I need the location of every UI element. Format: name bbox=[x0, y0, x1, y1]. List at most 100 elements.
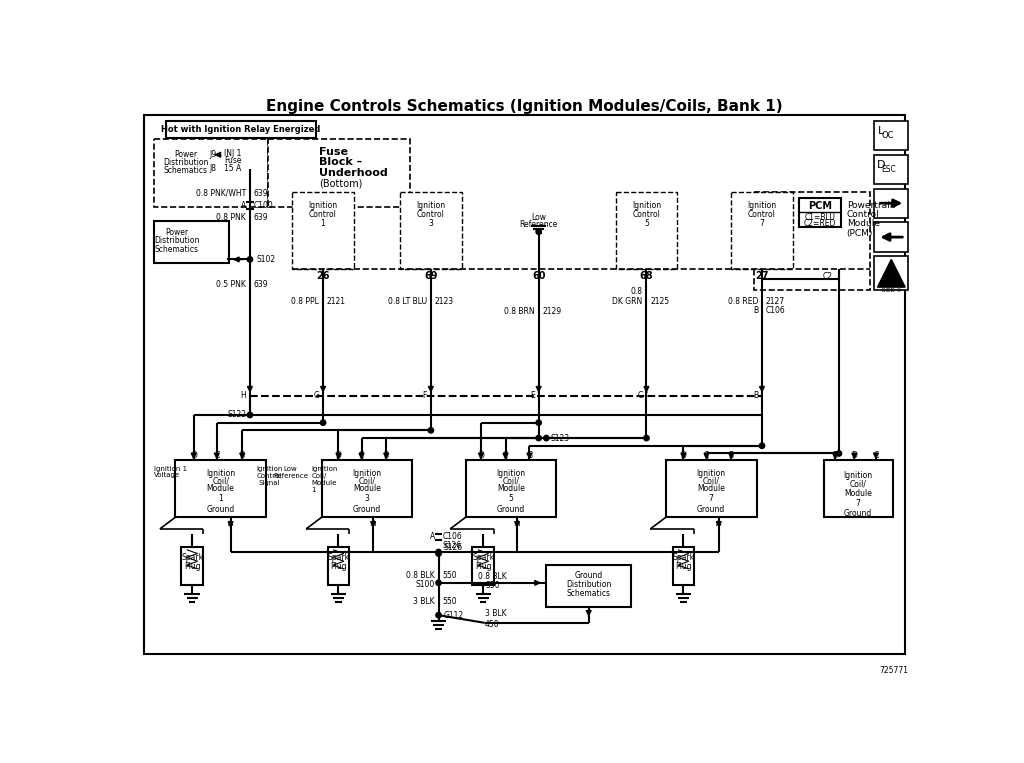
Circle shape bbox=[536, 436, 542, 441]
Text: 7: 7 bbox=[760, 220, 764, 228]
Text: Module: Module bbox=[207, 485, 234, 494]
Text: Spark: Spark bbox=[328, 553, 349, 562]
Bar bbox=[874, 188, 908, 218]
Text: Hot with Ignition Relay Energized: Hot with Ignition Relay Energized bbox=[161, 125, 321, 134]
Text: D: D bbox=[478, 450, 484, 459]
Text: Ground: Ground bbox=[574, 571, 603, 580]
Text: DK GRN: DK GRN bbox=[612, 297, 643, 305]
Bar bbox=[292, 192, 354, 269]
Text: Ignition: Ignition bbox=[497, 469, 525, 478]
Text: Control: Control bbox=[633, 211, 660, 219]
Text: S126: S126 bbox=[443, 543, 462, 552]
Text: Schematics: Schematics bbox=[566, 589, 610, 598]
Text: Ignition: Ignition bbox=[748, 201, 776, 210]
Bar bbox=[328, 546, 349, 585]
Text: 3 BLK: 3 BLK bbox=[413, 597, 435, 606]
Text: 3: 3 bbox=[428, 220, 433, 228]
Text: Control: Control bbox=[257, 473, 282, 479]
Text: Module: Module bbox=[497, 485, 525, 494]
Text: Control: Control bbox=[417, 211, 444, 219]
Text: 60: 60 bbox=[531, 272, 546, 282]
Text: Schematics: Schematics bbox=[164, 166, 208, 175]
Text: 2125: 2125 bbox=[650, 297, 670, 305]
Text: Coil/: Coil/ bbox=[503, 477, 519, 486]
Text: A: A bbox=[514, 519, 520, 528]
Circle shape bbox=[436, 580, 441, 585]
Text: Module: Module bbox=[353, 485, 381, 494]
Text: Control: Control bbox=[847, 211, 880, 219]
Text: Ignition: Ignition bbox=[844, 471, 872, 479]
Text: Powertrain: Powertrain bbox=[847, 201, 895, 210]
Bar bbox=[472, 546, 494, 585]
Text: D: D bbox=[851, 450, 857, 459]
Circle shape bbox=[837, 451, 842, 456]
Text: C2: C2 bbox=[823, 272, 833, 281]
Text: Voltage: Voltage bbox=[154, 472, 180, 478]
Bar bbox=[823, 459, 893, 517]
Text: Power: Power bbox=[174, 150, 198, 159]
Text: Ignition: Ignition bbox=[417, 201, 445, 210]
Text: C: C bbox=[359, 450, 365, 459]
Text: B: B bbox=[729, 450, 734, 459]
Text: Ground: Ground bbox=[207, 505, 234, 514]
Bar bbox=[175, 459, 266, 517]
Text: 639: 639 bbox=[254, 188, 268, 198]
Text: Ignition: Ignition bbox=[308, 201, 338, 210]
Text: C: C bbox=[503, 450, 508, 459]
Text: Spark: Spark bbox=[673, 553, 694, 562]
Circle shape bbox=[536, 229, 542, 234]
Text: 7: 7 bbox=[856, 499, 860, 508]
Text: F: F bbox=[423, 391, 427, 401]
Text: 3: 3 bbox=[365, 494, 370, 503]
Text: G112: G112 bbox=[443, 610, 463, 620]
Text: D: D bbox=[336, 450, 341, 459]
Text: 68: 68 bbox=[640, 272, 653, 282]
Text: L: L bbox=[879, 126, 885, 136]
Bar bbox=[154, 221, 229, 263]
Text: 27: 27 bbox=[756, 272, 769, 282]
Text: 2121: 2121 bbox=[327, 297, 346, 305]
Circle shape bbox=[436, 549, 441, 555]
Text: 450: 450 bbox=[484, 620, 500, 629]
Text: Coil/: Coil/ bbox=[212, 477, 229, 486]
Text: 26: 26 bbox=[316, 272, 330, 282]
Text: Ignition: Ignition bbox=[696, 469, 726, 478]
Text: 550: 550 bbox=[485, 581, 500, 591]
Text: Distribution: Distribution bbox=[163, 158, 209, 167]
Text: 2129: 2129 bbox=[543, 307, 561, 316]
Text: B: B bbox=[753, 306, 758, 315]
Text: 69: 69 bbox=[424, 272, 437, 282]
Text: Plug: Plug bbox=[475, 562, 492, 571]
Text: Ignition: Ignition bbox=[206, 469, 236, 478]
Text: Coil/: Coil/ bbox=[850, 480, 866, 489]
Text: E: E bbox=[530, 391, 535, 401]
Text: J9: J9 bbox=[210, 150, 217, 159]
Text: Ground: Ground bbox=[497, 505, 525, 514]
Circle shape bbox=[247, 412, 253, 417]
Text: 1: 1 bbox=[311, 488, 316, 494]
Text: D: D bbox=[878, 159, 886, 169]
Polygon shape bbox=[878, 259, 905, 287]
Text: Plug: Plug bbox=[330, 562, 347, 571]
Text: 0.8: 0.8 bbox=[631, 287, 643, 296]
Text: (Bottom): (Bottom) bbox=[319, 179, 362, 189]
Text: Control: Control bbox=[748, 211, 776, 219]
Text: Ground: Ground bbox=[353, 505, 381, 514]
Text: Ignition: Ignition bbox=[311, 466, 338, 472]
Bar bbox=[181, 546, 203, 585]
Text: PCM: PCM bbox=[808, 201, 831, 211]
Bar bbox=[615, 192, 677, 269]
Bar bbox=[874, 223, 908, 252]
Bar bbox=[799, 198, 842, 227]
Text: OBD II: OBD II bbox=[882, 288, 901, 293]
Text: 3 BLK: 3 BLK bbox=[484, 609, 507, 618]
Text: Coil/: Coil/ bbox=[358, 477, 376, 486]
Circle shape bbox=[247, 256, 253, 262]
Text: S123: S123 bbox=[551, 433, 570, 443]
Text: 639: 639 bbox=[254, 213, 268, 221]
Text: C1=BLU: C1=BLU bbox=[804, 213, 836, 221]
Text: 1: 1 bbox=[218, 494, 223, 503]
Text: A: A bbox=[716, 519, 722, 528]
Text: 0.8 LT BLU: 0.8 LT BLU bbox=[388, 297, 427, 305]
Text: 0.8 BLK: 0.8 BLK bbox=[406, 571, 435, 580]
